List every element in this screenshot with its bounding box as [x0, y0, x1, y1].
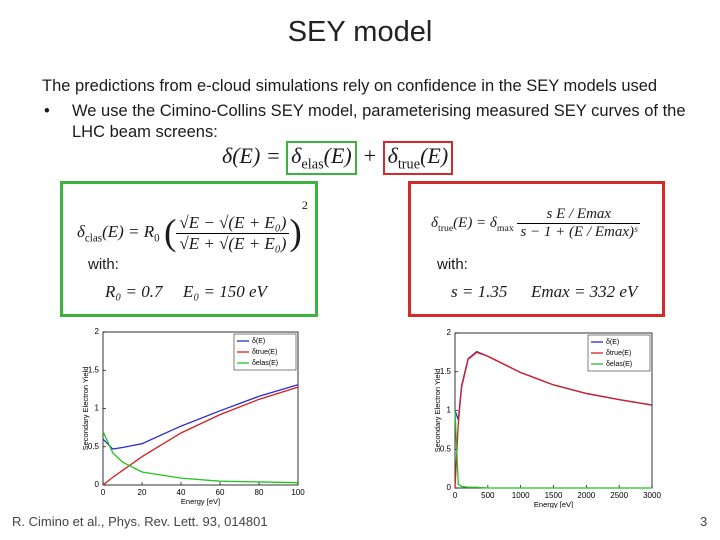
x-tick-label: 3000	[643, 491, 661, 500]
x-tick-label: 100	[291, 488, 305, 497]
series-line	[102, 386, 299, 486]
y-tick-label: 0	[447, 483, 452, 492]
param: Emax = 332 eV	[531, 282, 638, 301]
y-tick-label: 1	[95, 404, 100, 413]
true-box: δtrue(E) = δmax s E / Emax s − 1 + (E / E…	[408, 181, 665, 317]
true-formula: δtrue(E) = δmax s E / Emax s − 1 + (E / E…	[431, 206, 641, 241]
formula-sub: true	[437, 222, 454, 234]
formula-text: δ	[77, 222, 85, 241]
y-axis-label: Secondary Electron Yield	[81, 367, 90, 451]
legend-label: δ(E)	[252, 338, 265, 345]
y-tick-label: 1	[447, 406, 452, 415]
param: s = 1.35	[451, 282, 508, 301]
formula-text: (E)	[420, 143, 449, 168]
x-tick-label: 0	[453, 491, 458, 500]
param: R₀ = 0.7	[105, 282, 163, 301]
series-line	[102, 384, 299, 450]
x-tick-label: 40	[177, 488, 186, 497]
x-tick-label: 2000	[577, 491, 595, 500]
x-tick-label: 500	[481, 491, 495, 500]
fraction: √E − √(E + E₀) √E + √(E + E₀)	[176, 213, 290, 254]
elas-term: δelas(E)	[286, 141, 357, 176]
fraction: s E / Emax s − 1 + (E / Emax)ˢ	[517, 206, 641, 241]
denominator: √E + √(E + E₀)	[179, 233, 287, 253]
exponent: 2	[301, 198, 308, 212]
formula-sub: clas	[84, 232, 103, 245]
elastic-formula: δclas(E) = R0 (√E − √(E + E₀) √E + √(E + …	[77, 198, 308, 254]
true-term: δtrue(E)	[382, 141, 454, 176]
y-tick-label: 2	[95, 327, 100, 336]
y-tick-label: 0.5	[440, 444, 452, 453]
y-tick-label: 1.5	[440, 367, 452, 376]
x-tick-label: 2500	[610, 491, 628, 500]
numerator: √E − √(E + E₀)	[176, 213, 290, 234]
elastic-box: δclas(E) = R0 (√E − √(E + E₀) √E + √(E + …	[60, 181, 318, 317]
y-tick-label: 2	[447, 328, 452, 337]
x-tick-label: 20	[138, 488, 147, 497]
series-line	[102, 431, 299, 484]
legend-label: δ(E)	[606, 339, 619, 346]
chart: 0 500 1000 1500 2000 2500 3000 0 0.5 1 1.5 2 Energy …	[433, 328, 661, 508]
page-number: 3	[700, 514, 708, 529]
bullet: •	[44, 102, 50, 120]
y-tick-label: 1.5	[88, 365, 100, 374]
formula-text: δ(E) =	[222, 143, 281, 168]
y-tick-label: 0	[95, 480, 100, 489]
formula-text: δ	[291, 143, 302, 168]
legend-label: δelas(E)	[606, 361, 632, 368]
legend-label: δtrue(E)	[606, 350, 631, 357]
reference: R. Cimino et al., Phys. Rev. Lett. 93, 0…	[12, 514, 268, 529]
formula-sub: true	[397, 156, 421, 173]
legend-label: δtrue(E)	[252, 349, 277, 356]
legend-label: δelas(E)	[252, 360, 278, 367]
formula-sub: 0	[154, 232, 160, 245]
bullet-text: We use the Cimino-Collins SEY model, par…	[72, 102, 686, 120]
bullet-text: LHC beam screens:	[72, 123, 218, 141]
main-formula: δ(E) = δelas(E) + δtrue(E)	[222, 141, 454, 176]
x-tick-label: 60	[216, 488, 225, 497]
numerator: s E / Emax	[517, 206, 641, 224]
y-tick-label: 0.5	[88, 442, 100, 451]
denominator: s − 1 + (E / Emax)ˢ	[520, 224, 638, 240]
formula-sub: elas	[301, 156, 324, 173]
x-axis-label: Energy [eV]	[181, 497, 220, 506]
with-label: with:	[437, 256, 468, 273]
formula-sub: max	[496, 222, 514, 234]
slide-title: SEY model	[287, 16, 433, 48]
param: E₀ = 150 eV	[183, 282, 267, 301]
x-tick-label: 1500	[545, 491, 563, 500]
y-axis-label: Secondary Electron Yield	[433, 369, 442, 453]
formula-text: (E) = R	[102, 222, 155, 241]
x-tick-label: 80	[255, 488, 264, 497]
formula-text: δ	[431, 214, 438, 231]
series-line	[454, 410, 652, 489]
intro-text: The predictions from e-cloud simulations…	[42, 77, 658, 95]
x-tick-label: 1000	[512, 491, 530, 500]
x-axis-label: Energy [eV]	[534, 500, 573, 508]
formula-text: +	[362, 143, 378, 168]
formula-text: (E) = δ	[453, 214, 497, 231]
series-line	[454, 351, 653, 489]
x-tick-label: 0	[101, 488, 106, 497]
formula-text: (E)	[323, 143, 352, 168]
with-label: with:	[88, 256, 119, 273]
formula-text: δ	[387, 143, 398, 168]
chart: 0 20 40 60 80 100 0 0.5 1 1.5 2 Energy [eV] Secondar…	[81, 327, 305, 506]
